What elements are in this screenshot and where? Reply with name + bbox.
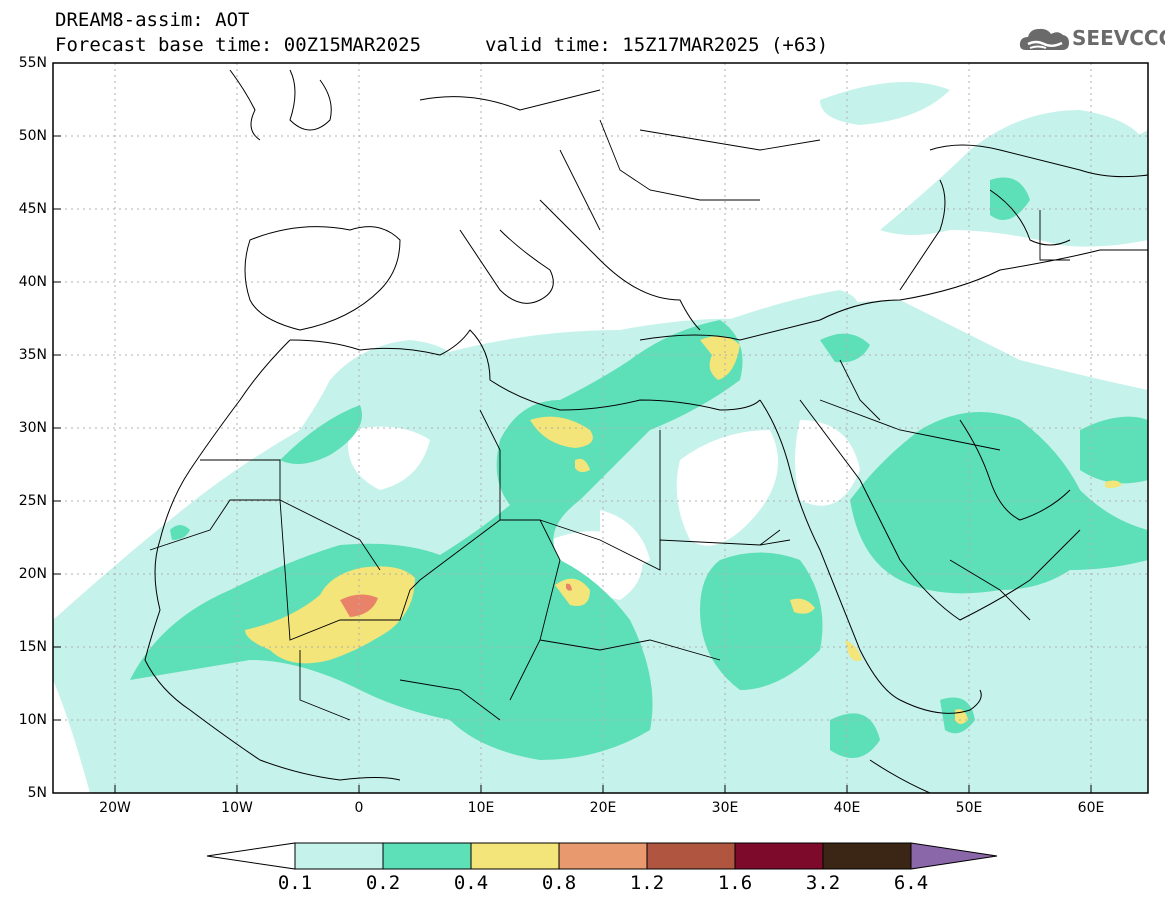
lat-label: 10N [18,712,47,728]
colorbar-cell [470,842,560,870]
aot-field [53,82,1148,793]
map-title: DREAM8-assim: AOT [55,9,250,31]
colorbar-label: 1.6 [717,872,753,894]
colorbar [206,842,998,870]
lat-label: 35N [18,347,47,363]
colorbar-label: 0.1 [277,872,313,894]
colorbar-label: 3.2 [805,872,841,894]
colorbar-cell [294,842,384,870]
lon-label: 10E [467,800,495,816]
aot-contour-0.8 [340,583,572,617]
lat-label: 30N [18,420,47,436]
lat-label: 25N [18,493,47,509]
lon-label: 0 [354,800,364,816]
colorbar-cell [822,842,912,870]
colorbar-label: 1.2 [629,872,665,894]
lat-label: 55N [18,55,47,71]
logo-text: SEEVCCC [1072,26,1165,50]
lon-label: 60E [1077,800,1105,816]
colorbar-label: 0.8 [541,872,577,894]
lat-label: 20N [18,566,47,582]
lat-label: 15N [18,639,47,655]
colorbar-label: 0.4 [453,872,489,894]
coastlines [144,69,1148,793]
aot-contour-0.4 [245,336,1122,724]
lon-label: 20W [99,800,131,816]
colorbar-cell [382,842,472,870]
colorbar-under-triangle [206,842,296,870]
cloud-icon [1019,28,1069,50]
colorbar-over-triangle [910,842,998,870]
lat-label: 50N [18,128,47,144]
lat-label: 5N [27,785,47,801]
forecast-base-time: Forecast base time: 00Z15MAR2025 [55,34,422,56]
lon-label: 20E [589,800,617,816]
lon-label: 40E [833,800,861,816]
lon-label: 50E [955,800,983,816]
axis-ticks [53,135,1092,793]
country-borders [149,119,1070,721]
colorbar-label: 0.2 [365,872,401,894]
graticule [53,63,1148,793]
lat-label: 45N [18,201,47,217]
aot-gaps [348,420,860,600]
colorbar-cell [558,842,648,870]
colorbar-cell [734,842,824,870]
valid-time: valid time: 15Z17MAR2025 (+63) [485,34,829,56]
colorbar-cell [646,842,736,870]
lon-label: 30E [711,800,739,816]
lat-label: 40N [18,274,47,290]
seevccc-logo: SEEVCCC [1018,24,1165,54]
colorbar-label: 6.4 [893,872,929,894]
lon-label: 10W [221,800,253,816]
